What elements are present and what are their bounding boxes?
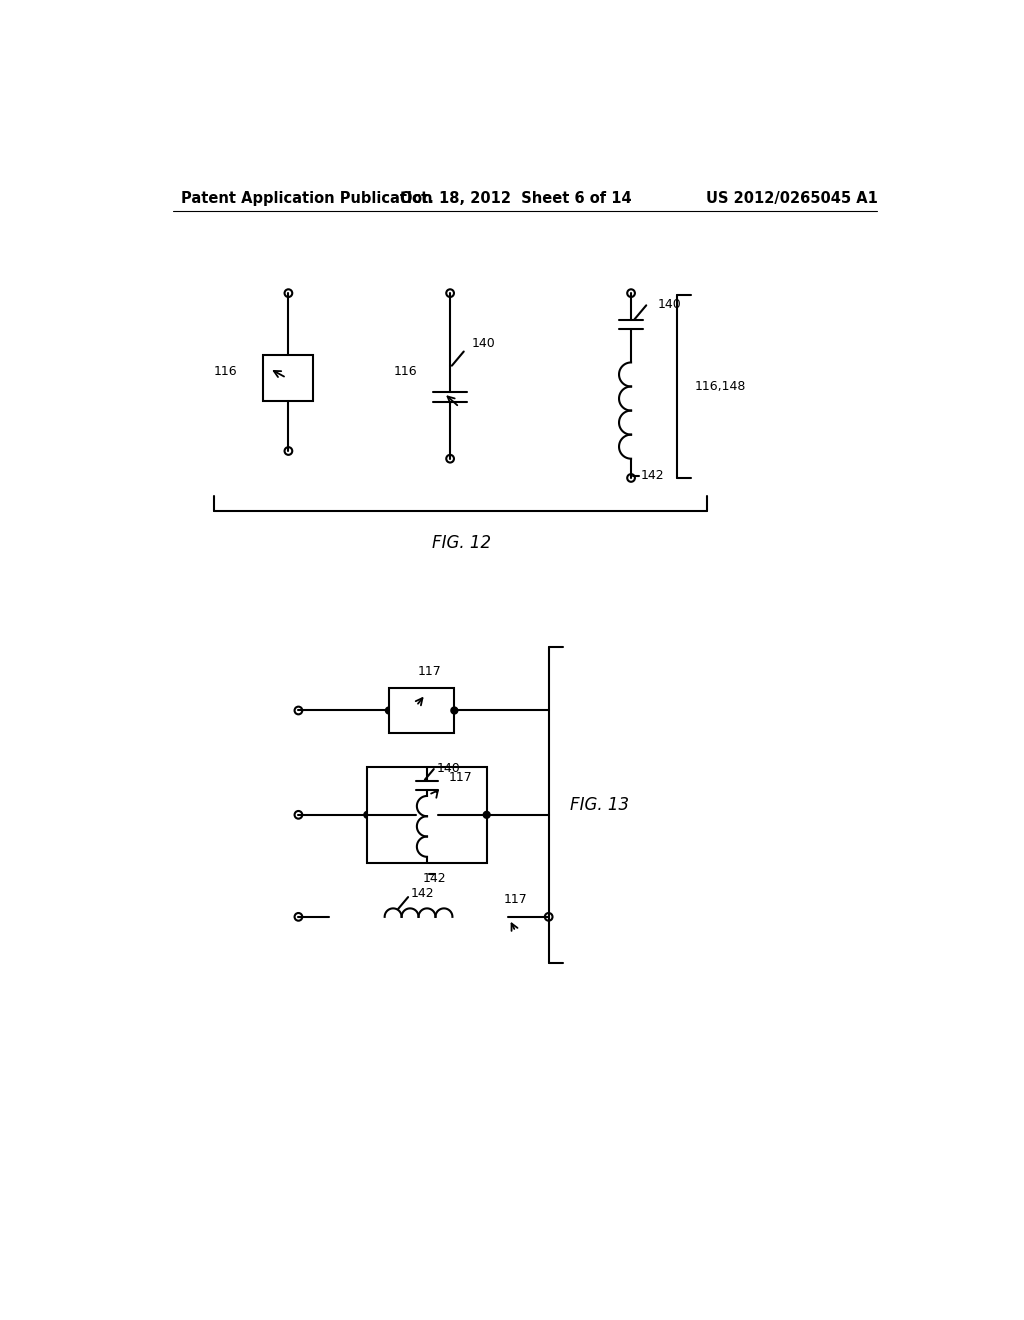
Text: 116: 116 — [213, 366, 237, 379]
Circle shape — [365, 812, 371, 818]
Text: 116: 116 — [393, 366, 417, 379]
Text: 140: 140 — [472, 337, 496, 350]
Text: 140: 140 — [436, 762, 460, 775]
Text: 117: 117 — [449, 771, 472, 784]
Circle shape — [452, 708, 458, 714]
Text: FIG. 12: FIG. 12 — [432, 535, 492, 552]
Text: Patent Application Publication: Patent Application Publication — [180, 191, 432, 206]
Bar — [263, 355, 313, 401]
Bar — [389, 688, 455, 733]
Text: 117: 117 — [418, 665, 441, 677]
Text: 142: 142 — [640, 469, 664, 482]
Text: 140: 140 — [658, 298, 682, 312]
Text: 117: 117 — [504, 894, 527, 907]
Bar — [368, 767, 486, 863]
Text: Oct. 18, 2012  Sheet 6 of 14: Oct. 18, 2012 Sheet 6 of 14 — [399, 191, 632, 206]
Text: US 2012/0265045 A1: US 2012/0265045 A1 — [706, 191, 878, 206]
Text: 142: 142 — [423, 871, 446, 884]
Text: 142: 142 — [411, 887, 434, 900]
Circle shape — [483, 812, 489, 818]
Circle shape — [386, 708, 392, 714]
Text: 116,148: 116,148 — [694, 380, 745, 393]
Text: FIG. 13: FIG. 13 — [570, 796, 630, 814]
